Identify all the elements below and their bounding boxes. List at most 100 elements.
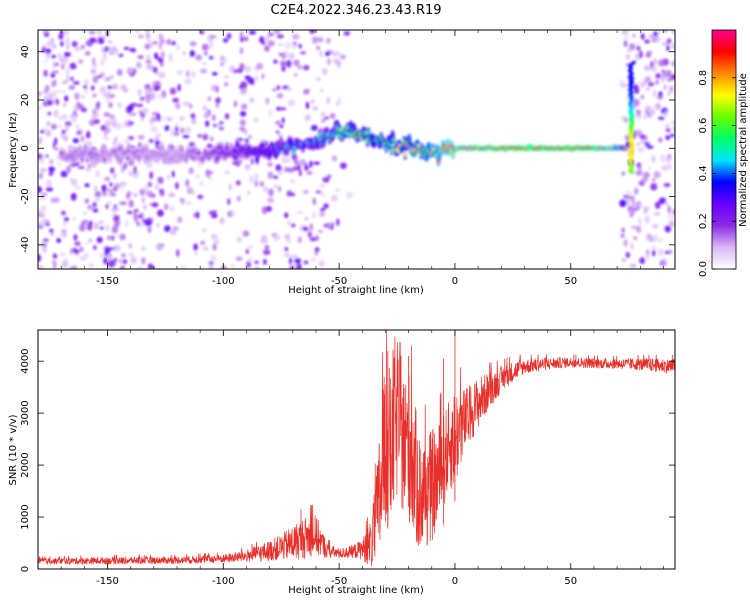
noise-blob [52,60,56,69]
noise-blob [84,198,90,204]
noise-blob [61,261,69,268]
noise-blob [130,102,137,107]
noise-blob [627,205,633,213]
noise-blob [658,137,663,143]
noise-blob [275,120,281,126]
noise-blob [86,223,93,231]
noise-blob [632,33,636,38]
noise-blob [657,30,662,34]
noise-blob [632,98,640,107]
noise-blob [88,238,93,243]
noise-blob [243,36,249,42]
noise-blob [244,163,251,171]
noise-blob [176,249,180,257]
noise-blob [637,80,645,85]
noise-blob [56,197,60,203]
noise-blob [281,156,289,164]
noise-blob [174,182,180,190]
noise-blob [145,33,151,37]
noise-blob [671,120,675,126]
noise-blob [127,136,135,140]
noise-blob [637,165,642,173]
spectrogram-frame [37,29,676,270]
spectrogram-y-tick-label: -20 [20,188,31,204]
noise-blob [197,133,202,138]
noise-blob [653,58,658,66]
noise-blob [670,43,675,50]
noise-blob [669,133,675,138]
noise-blob [90,85,95,91]
noise-blob [235,256,243,261]
ridge-core [260,144,265,148]
noise-blob [665,123,670,130]
noise-blob [51,123,57,130]
ridge-core [126,156,130,161]
noise-blob [51,80,56,88]
noise-blob [70,113,79,118]
noise-blob [281,117,285,124]
noise-blob [298,43,303,49]
noise-blob [653,31,659,37]
spike-mark [631,60,636,64]
noise-blob [67,145,75,149]
noise-blob [98,220,104,225]
noise-blob [145,54,151,62]
noise-blob [232,161,237,165]
noise-blob [310,257,316,263]
noise-blob [267,188,274,197]
noise-blob [159,188,165,197]
noise-blob [247,77,254,85]
noise-blob [664,225,672,233]
noise-blob [149,171,154,180]
noise-blob [119,233,126,241]
noise-blob [81,94,86,99]
noise-blob [94,191,102,198]
noise-blob [54,62,59,67]
noise-blob [84,183,90,188]
noise-blob [220,61,225,67]
noise-blob [301,159,305,164]
noise-blob [193,243,198,251]
noise-blob [111,225,119,234]
noise-blob [123,161,128,169]
noise-blob [117,102,123,108]
colorbar-label: Normalized spectral amplitude [738,73,749,227]
snr-peaks [387,330,456,525]
noise-blob [647,81,655,87]
noise-blob [644,142,650,146]
noise-blob [75,124,80,129]
noise-blob [211,71,218,76]
noise-blob [236,68,244,74]
noise-blob [180,127,185,134]
noise-blob [47,111,52,116]
noise-blob [304,217,309,221]
noise-blob [200,240,206,245]
noise-blob [194,251,198,256]
noise-blob [297,236,302,244]
noise-blob [312,36,318,44]
noise-blob [283,252,290,258]
noise-blob [651,245,658,251]
colorbar-tick-label: 0.6 [698,118,709,134]
noise-blob [242,230,250,237]
noise-blob [240,103,248,110]
noise-blob [47,39,54,47]
noise-blob [309,223,314,231]
noise-blob [109,182,113,187]
noise-blob [625,54,631,60]
noise-blob [340,54,346,60]
noise-blob [632,207,640,211]
noise-blob [322,176,330,183]
noise-blob [323,116,330,120]
noise-blob [652,89,657,98]
noise-blob [665,202,670,207]
noise-blob [302,189,309,195]
noise-blob [265,97,270,105]
noise-blob [184,126,192,134]
noise-blob [160,50,165,59]
noise-blob [237,159,243,164]
noise-blob [40,168,48,172]
noise-blob [166,38,172,45]
noise-blob [112,140,117,146]
noise-blob [642,171,650,179]
